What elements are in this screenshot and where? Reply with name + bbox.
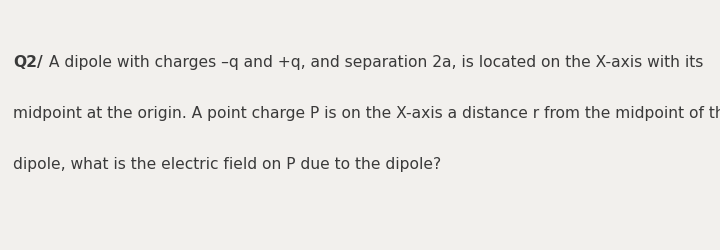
Text: dipole, what is the electric field on P due to the dipole?: dipole, what is the electric field on P …: [13, 158, 441, 172]
Text: midpoint at the origin. A point charge P is on thе X-axis a distance r from the : midpoint at the origin. A point charge P…: [13, 106, 720, 121]
Text: Q2/: Q2/: [13, 55, 42, 70]
Text: A dipole with charges –q and +q, and separation 2a, is located on the X-axis wit: A dipole with charges –q and +q, and sep…: [44, 55, 703, 70]
